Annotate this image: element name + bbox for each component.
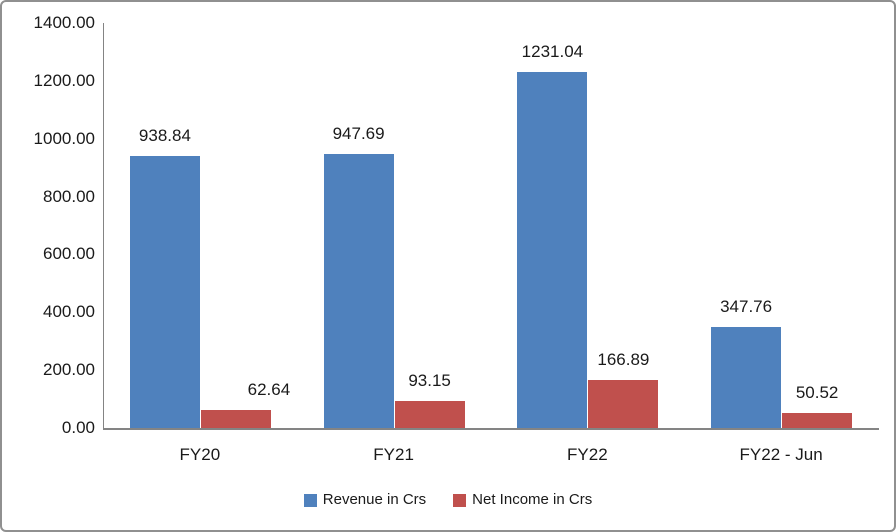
plot-area: 938.84 62.64 947.69 93.15 1231.04 166.89 347.7… (103, 23, 879, 430)
bar-net-income-fy22 (588, 379, 659, 428)
legend-item-revenue: Revenue in Crs (303, 491, 427, 509)
y-tick-label: 800.00 (43, 186, 95, 206)
legend-item-net-income: Net Income in Crs (453, 491, 592, 509)
bar-revenue-fy22 (517, 71, 588, 428)
data-label-net-income-fy22: 166.89 (597, 349, 650, 369)
data-label-net-income-fy22-jun: 50.52 (795, 383, 839, 403)
x-category-label-fy21: FY21 (373, 445, 414, 464)
y-tick-label: 1400.00 (33, 13, 95, 32)
bar-revenue-fy22-jun (711, 327, 782, 428)
y-tick-label: 200.00 (43, 360, 95, 380)
x-category-label-fy22-jun: FY22 - Jun (739, 445, 823, 464)
bar-net-income-fy21 (394, 401, 465, 428)
y-tick-label: 600.00 (43, 244, 95, 264)
y-tick-label: 1200.00 (33, 70, 95, 90)
data-label-net-income-fy20: 62.64 (247, 379, 291, 399)
bar-net-income-fy22-jun (782, 413, 853, 428)
legend-label-net-income: Net Income in Crs (472, 491, 593, 508)
bar-net-income-fy20 (200, 409, 271, 428)
legend: Revenue in Crs Net Income in Crs (2, 491, 894, 509)
data-label-net-income-fy21: 93.15 (408, 371, 451, 391)
legend-swatch-revenue (303, 493, 317, 507)
y-tick-label: 0.00 (61, 418, 95, 437)
y-tick-label: 400.00 (43, 302, 95, 322)
data-label-revenue-fy22: 1231.04 (521, 41, 584, 61)
data-label-revenue-fy20: 938.84 (138, 126, 191, 146)
bar-revenue-fy21 (323, 153, 394, 428)
data-label-revenue-fy22-jun: 347.76 (720, 297, 773, 317)
x-category-label-fy20: FY20 (179, 445, 221, 464)
data-label-revenue-fy21: 947.69 (332, 123, 385, 143)
x-category-label-fy22: FY22 (567, 445, 608, 464)
bar-revenue-fy20 (129, 156, 200, 428)
y-tick-label: 1000.00 (33, 128, 95, 148)
legend-label-revenue: Revenue in Crs (322, 491, 427, 508)
legend-swatch-net-income (453, 493, 467, 507)
